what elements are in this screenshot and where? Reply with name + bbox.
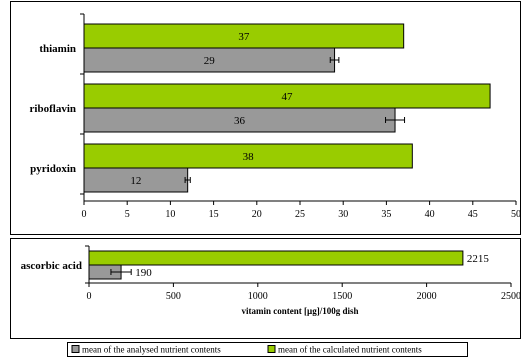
category-label: pyridoxin <box>30 163 76 175</box>
legend: mean of the analysed nutrient contents me… <box>67 342 468 357</box>
x-tick-label: 500 <box>166 291 181 302</box>
x-tick-label: 2500 <box>501 291 521 302</box>
data-label-calculated: 38 <box>243 151 255 163</box>
x-tick-label: 2000 <box>417 291 437 302</box>
data-label-analysed: 12 <box>130 175 141 187</box>
data-label-calculated: 2215 <box>467 253 490 265</box>
legend-swatch-calculated <box>267 345 276 353</box>
x-tick-label: 30 <box>338 209 348 220</box>
bottom-chart: 2215 190 ascorbic acid 0 500 1000 1500 2000 2500… <box>21 245 521 316</box>
x-tick-label: 25 <box>295 209 305 220</box>
data-label-calculated: 37 <box>238 31 250 43</box>
x-tick-label: 45 <box>468 209 478 220</box>
category-label: thiamin <box>39 43 76 55</box>
x-tick-label: 5 <box>125 209 130 220</box>
legend-swatch-analysed <box>71 345 80 353</box>
data-label-analysed: 36 <box>234 115 246 127</box>
x-tick-label: 1000 <box>248 291 268 302</box>
top-chart: 37 29 thiamin 47 36 riboflavin 38 12 pyridoxin 0 5… <box>30 13 521 220</box>
data-label-calculated: 47 <box>282 91 294 103</box>
category-label: riboflavin <box>30 103 76 115</box>
x-axis-title: vitamin content [µg]/100g dish <box>242 306 359 316</box>
x-tick-label: 20 <box>252 209 262 220</box>
bar-calculated-pyridoxin <box>83 143 413 169</box>
x-tick-label: 50 <box>511 209 521 220</box>
x-tick-label: 1500 <box>332 291 352 302</box>
data-label-analysed: 190 <box>135 267 152 279</box>
x-tick-label: 0 <box>82 209 87 220</box>
x-tick-label: 35 <box>381 209 391 220</box>
x-tick-label: 0 <box>87 291 92 302</box>
bar-calculated-thiamin <box>83 23 405 49</box>
x-tick-label: 40 <box>425 209 435 220</box>
x-tick-label: 10 <box>165 209 175 220</box>
x-tick-label: 15 <box>209 209 219 220</box>
legend-label-analysed: mean of the analysed nutrient contents <box>82 345 221 355</box>
data-label-analysed: 29 <box>204 55 216 67</box>
bar-calculated-ascorbic-acid <box>88 250 464 266</box>
category-label: ascorbic acid <box>21 260 82 272</box>
legend-label-calculated: mean of the calculated nutrient contents <box>278 345 422 355</box>
